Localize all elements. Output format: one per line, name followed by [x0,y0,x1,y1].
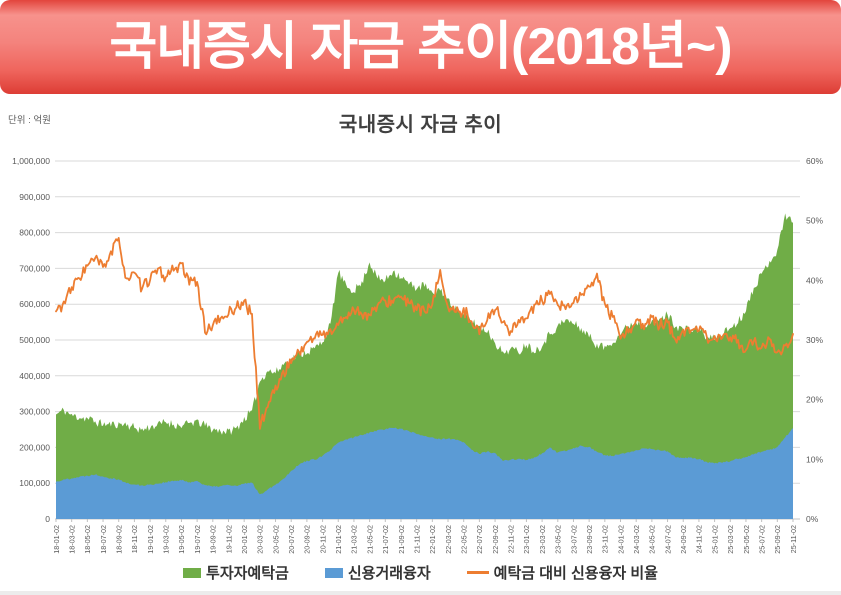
svg-text:800,000: 800,000 [19,228,50,238]
svg-text:50%: 50% [806,216,823,226]
svg-text:18-01-02: 18-01-02 [52,525,61,554]
svg-text:10%: 10% [806,454,823,464]
svg-text:21-05-02: 21-05-02 [365,525,374,554]
svg-text:900,000: 900,000 [19,192,50,202]
legend-label-ratio: 예탁금 대비 신용융자 비율 [493,565,658,582]
svg-text:19-01-02: 19-01-02 [146,525,155,554]
svg-text:23-07-02: 23-07-02 [569,525,578,554]
svg-text:25-01-02: 25-01-02 [710,525,719,554]
svg-text:23-03-02: 23-03-02 [538,525,547,554]
legend-item-ratio: 예탁금 대비 신용융자 비율 [466,562,658,583]
banner-title-text: 국내증시 자금 추이(2018년~) [109,18,732,76]
svg-text:24-11-02: 24-11-02 [695,525,704,553]
svg-text:23-01-02: 23-01-02 [522,525,531,554]
x-axis-labels: 18-01-02 18-03-02 18-05-02 18-07-02 18-09-02… [52,525,798,554]
svg-text:25-11-02: 25-11-02 [789,525,798,553]
svg-text:18-11-02: 18-11-02 [130,525,139,553]
svg-text:20-09-02: 20-09-02 [303,525,312,554]
svg-text:22-11-02: 22-11-02 [507,525,516,553]
svg-text:22-05-02: 22-05-02 [460,525,469,554]
margin-loans-area-series [56,427,793,519]
svg-text:100,000: 100,000 [19,478,50,488]
svg-text:23-05-02: 23-05-02 [554,525,563,554]
svg-text:600,000: 600,000 [19,299,50,309]
deposits-swatch-icon [183,567,202,578]
x-axis-ticks [55,519,794,522]
svg-text:20-07-02: 20-07-02 [287,525,296,554]
svg-text:21-11-02: 21-11-02 [412,525,421,553]
axis-unit-label: 단위 : 억원 [8,115,51,126]
svg-text:20-01-02: 20-01-02 [240,525,249,554]
svg-text:19-07-02: 19-07-02 [193,525,202,554]
svg-text:22-01-02: 22-01-02 [428,525,437,554]
chart-legend: 투자자예탁금 신용거래융자 예탁금 대비 신용융자 비율 [0,562,841,583]
svg-text:20%: 20% [806,395,823,405]
svg-text:19-11-02: 19-11-02 [224,525,233,553]
svg-text:18-09-02: 18-09-02 [115,525,124,554]
svg-text:22-03-02: 22-03-02 [444,525,453,554]
svg-text:20-05-02: 20-05-02 [271,525,280,554]
svg-text:18-05-02: 18-05-02 [83,525,92,554]
svg-text:21-09-02: 21-09-02 [397,525,406,554]
svg-text:19-05-02: 19-05-02 [177,525,186,554]
svg-text:24-09-02: 24-09-02 [679,525,688,554]
svg-text:500,000: 500,000 [19,335,50,345]
svg-text:22-07-02: 22-07-02 [475,525,484,554]
svg-text:700,000: 700,000 [19,263,50,273]
legend-label-margin-loans: 신용거래융자 [347,565,431,582]
svg-text:19-09-02: 19-09-02 [209,525,218,554]
svg-text:24-01-02: 24-01-02 [616,525,625,554]
svg-text:18-03-02: 18-03-02 [67,525,76,554]
svg-text:20-03-02: 20-03-02 [256,525,265,554]
svg-text:19-03-02: 19-03-02 [162,525,171,554]
left-axis-labels: 1,000,000 900,000 800,000 700,000 600,000 500… [12,156,50,524]
margin-loans-swatch-icon [324,567,343,578]
svg-text:300,000: 300,000 [19,407,50,417]
bottom-edge-strip [0,591,841,595]
chart-title: 국내증시 자금 추이 [338,114,503,136]
svg-text:25-03-02: 25-03-02 [726,525,735,554]
svg-text:0%: 0% [806,514,819,524]
svg-text:30%: 30% [806,335,823,345]
right-axis-labels: 60% 50% 40% 30% 20% 10% 0% [806,156,823,524]
svg-text:40%: 40% [806,275,823,285]
svg-text:21-01-02: 21-01-02 [334,525,343,554]
svg-text:1,000,000: 1,000,000 [12,156,50,166]
svg-text:20-11-02: 20-11-02 [318,525,327,553]
svg-text:22-09-02: 22-09-02 [491,525,500,554]
svg-text:0: 0 [45,514,50,524]
svg-text:25-09-02: 25-09-02 [773,525,782,554]
title-banner: 국내증시 자금 추이(2018년~) [0,0,841,94]
svg-text:25-07-02: 25-07-02 [757,525,766,554]
legend-label-deposits: 투자자예탁금 [206,565,289,582]
svg-text:400,000: 400,000 [19,371,50,381]
svg-text:200,000: 200,000 [19,442,50,452]
legend-item-deposits: 투자자예탁금 [183,562,289,583]
svg-text:24-05-02: 24-05-02 [648,525,657,554]
deposits-area-series [56,213,793,519]
svg-text:23-09-02: 23-09-02 [585,525,594,554]
ratio-line-swatch-icon [466,571,489,574]
svg-text:60%: 60% [806,156,823,166]
svg-text:24-07-02: 24-07-02 [663,525,672,554]
svg-text:21-03-02: 21-03-02 [350,525,359,554]
ratio-line-series [55,237,794,430]
legend-item-margin-loans: 신용거래융자 [324,562,431,583]
svg-text:21-07-02: 21-07-02 [381,525,390,554]
svg-text:18-07-02: 18-07-02 [99,525,108,554]
svg-text:25-05-02: 25-05-02 [742,525,751,554]
svg-text:24-03-02: 24-03-02 [632,525,641,554]
svg-text:23-11-02: 23-11-02 [601,525,610,553]
